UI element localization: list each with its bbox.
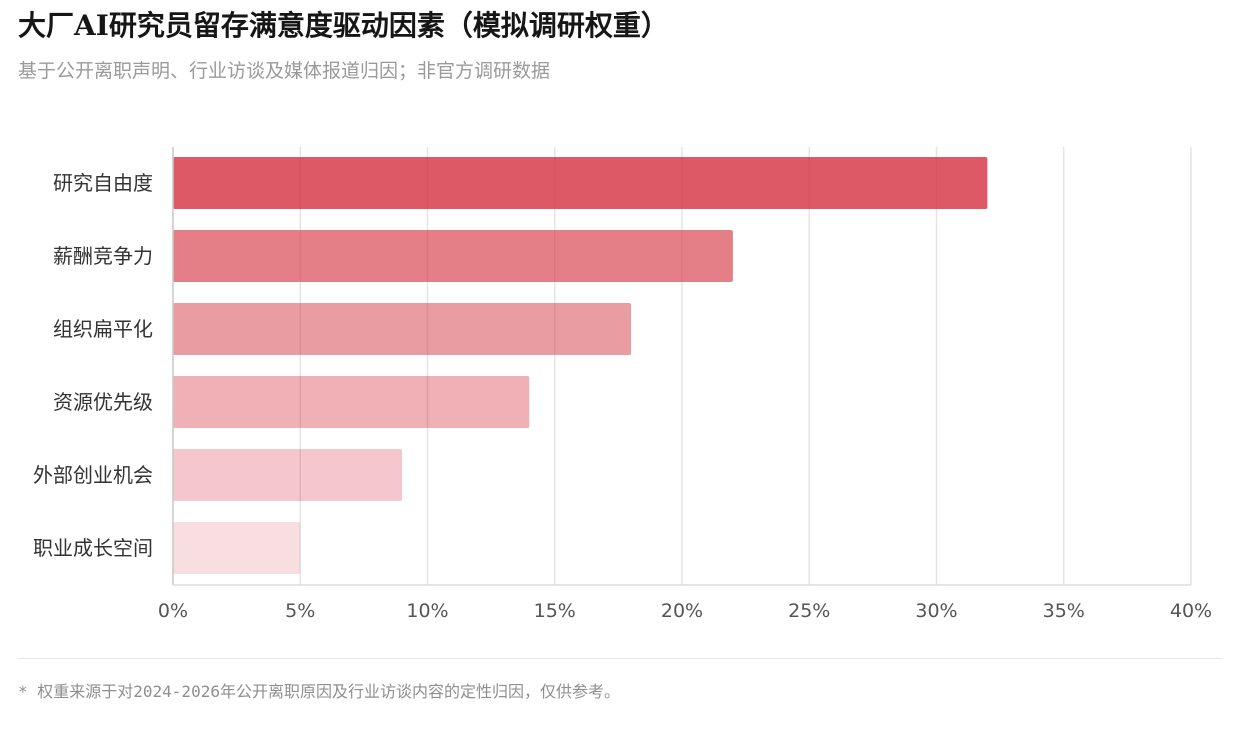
category-label: 职业成长空间 <box>33 536 153 560</box>
x-tick-label: 15% <box>534 600 576 622</box>
footer-divider <box>18 658 1222 659</box>
category-label: 组织扁平化 <box>53 317 153 341</box>
footnote: * 权重来源于对2024-2026年公开离职原因及行业访谈内容的定性归因，仅供参… <box>18 682 620 701</box>
x-tick-label: 0% <box>158 600 188 622</box>
x-tick-label: 35% <box>1043 600 1085 622</box>
category-label: 薪酬竞争力 <box>53 244 153 268</box>
x-tick-label: 30% <box>915 600 957 622</box>
x-tick-label: 25% <box>788 600 830 622</box>
category-label: 资源优先级 <box>53 390 153 414</box>
chart-title: 大厂AI研究员留存满意度驱动因素（模拟调研权重） <box>18 9 669 42</box>
x-tick-label: 5% <box>285 600 315 622</box>
bar <box>173 449 403 501</box>
bar <box>173 376 530 428</box>
bar <box>173 230 733 282</box>
x-tick-label: 40% <box>1170 600 1212 622</box>
chart-subtitle: 基于公开离职声明、行业访谈及媒体报道归因；非官方调研数据 <box>18 60 551 82</box>
bar <box>173 157 988 209</box>
bar <box>173 303 632 355</box>
bar <box>173 522 301 574</box>
x-tick-label: 20% <box>661 600 703 622</box>
category-label: 研究自由度 <box>53 171 153 195</box>
category-label: 外部创业机会 <box>33 463 153 487</box>
x-tick-label: 10% <box>406 600 448 622</box>
